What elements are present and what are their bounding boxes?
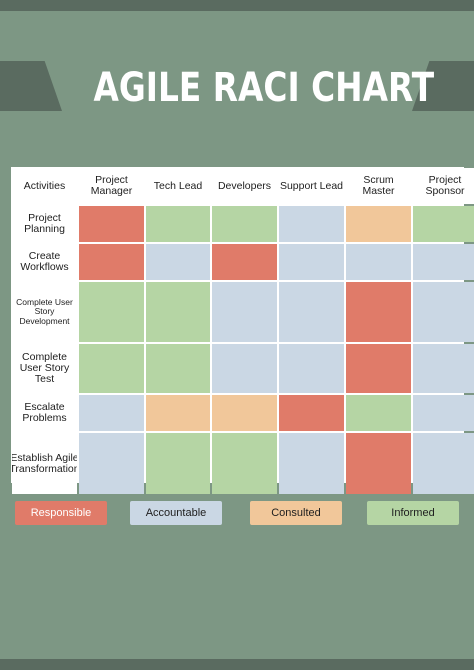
activity-complete-user-story-development: Complete User Story Development bbox=[12, 282, 77, 342]
raci-cell bbox=[79, 244, 144, 280]
raci-cell bbox=[212, 244, 277, 280]
raci-table: Activities Project Manager Tech Lead Dev… bbox=[11, 167, 474, 494]
legend-responsible: Responsible bbox=[15, 501, 107, 525]
raci-cell bbox=[413, 344, 474, 393]
raci-cell bbox=[346, 282, 411, 342]
raci-cell bbox=[79, 206, 144, 242]
raci-cell bbox=[146, 344, 210, 393]
legend-accountable: Accountable bbox=[130, 501, 222, 525]
column-header-activities: Activities bbox=[12, 168, 77, 204]
raci-cell bbox=[212, 282, 277, 342]
raci-cell bbox=[146, 244, 210, 280]
raci-cell bbox=[79, 282, 144, 342]
raci-cell bbox=[346, 244, 411, 280]
activity-create-workflows: Create Workflows bbox=[12, 244, 77, 280]
raci-cell bbox=[346, 206, 411, 242]
raci-cell bbox=[346, 395, 411, 431]
raci-cell bbox=[279, 282, 344, 342]
column-header-project-sponsor: Project Sponsor bbox=[413, 168, 474, 204]
raci-cell bbox=[146, 282, 210, 342]
activity-escalate-problems: Escalate Problems bbox=[12, 395, 77, 431]
legend-informed: Informed bbox=[367, 501, 459, 525]
raci-cell bbox=[413, 433, 474, 494]
raci-cell bbox=[146, 206, 210, 242]
top-band bbox=[0, 0, 474, 11]
raci-cell bbox=[212, 344, 277, 393]
raci-cell bbox=[146, 395, 210, 431]
activity-establish-agile-transformation: Establish Agile Transformation bbox=[12, 433, 77, 494]
title-ribbon-left bbox=[0, 61, 62, 111]
column-header-support-lead: Support Lead bbox=[279, 168, 344, 204]
column-header-tech-lead: Tech Lead bbox=[146, 168, 210, 204]
raci-cell bbox=[279, 244, 344, 280]
column-header-developers: Developers bbox=[212, 168, 277, 204]
raci-cell bbox=[79, 395, 144, 431]
activity-complete-user-story-test: Complete User Story Test bbox=[12, 344, 77, 393]
raci-cell bbox=[79, 433, 144, 494]
raci-cell bbox=[346, 344, 411, 393]
bottom-band bbox=[0, 659, 474, 670]
raci-cell bbox=[279, 344, 344, 393]
raci-cell bbox=[279, 206, 344, 242]
raci-cell bbox=[146, 433, 210, 494]
raci-cell bbox=[346, 433, 411, 494]
raci-cell bbox=[79, 344, 144, 393]
column-header-project-manager: Project Manager bbox=[79, 168, 144, 204]
raci-cell bbox=[279, 433, 344, 494]
raci-cell bbox=[212, 206, 277, 242]
page-title: AGILE RACI CHART bbox=[93, 65, 435, 111]
raci-cell bbox=[413, 395, 474, 431]
raci-cell bbox=[212, 433, 277, 494]
column-header-scrum-master: Scrum Master bbox=[346, 168, 411, 204]
raci-cell bbox=[413, 244, 474, 280]
raci-cell bbox=[212, 395, 277, 431]
raci-cell bbox=[413, 282, 474, 342]
raci-cell bbox=[279, 395, 344, 431]
activity-project-planning: Project Planning bbox=[12, 206, 77, 242]
legend-consulted: Consulted bbox=[250, 501, 342, 525]
raci-cell bbox=[413, 206, 474, 242]
